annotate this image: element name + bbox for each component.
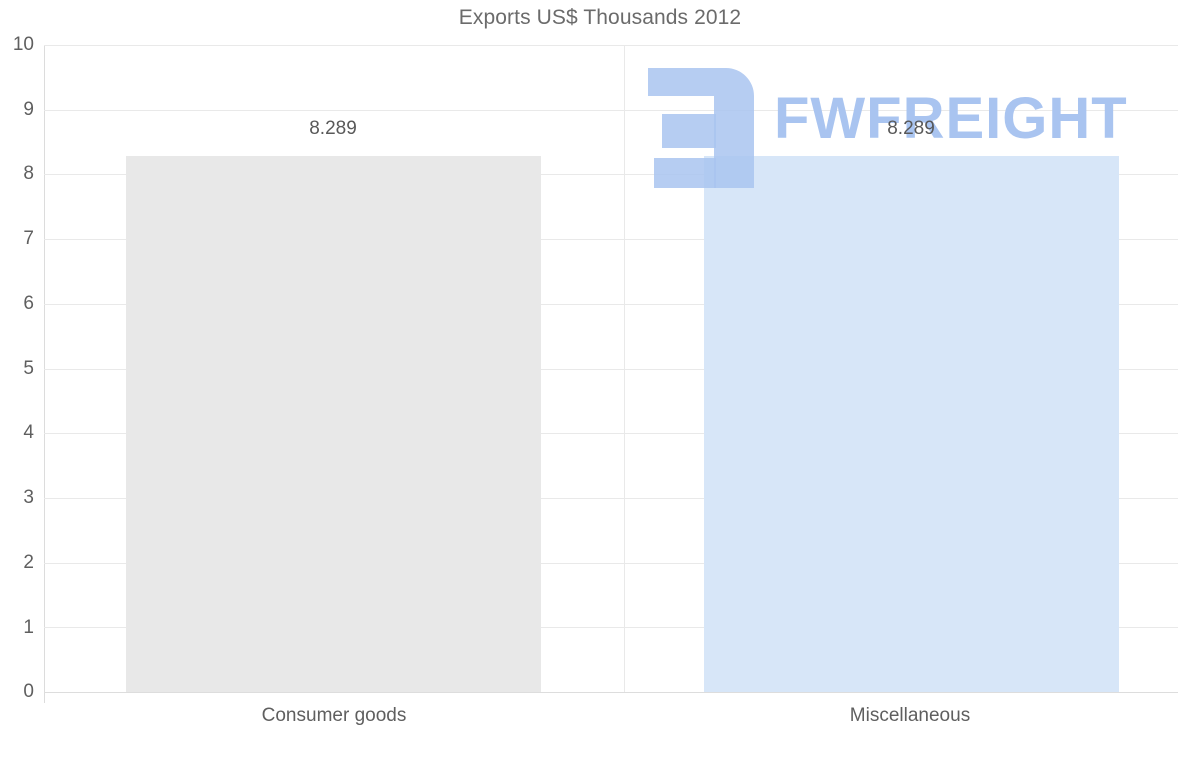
y-tick-label: 2 xyxy=(23,552,34,573)
y-tick-label: 10 xyxy=(12,34,34,55)
x-tick-label-consumer-goods: Consumer goods xyxy=(261,705,407,726)
y-axis-line xyxy=(44,45,45,703)
gridline-horizontal xyxy=(44,433,1178,434)
bar-miscellaneous[interactable] xyxy=(704,156,1119,692)
y-tick-label: 4 xyxy=(23,422,34,443)
y-tick-label: 1 xyxy=(23,617,34,638)
gridline-horizontal xyxy=(44,174,1178,175)
y-tick-label: 9 xyxy=(23,99,34,120)
gridline-horizontal xyxy=(44,110,1178,111)
gridline-horizontal xyxy=(44,45,1178,46)
chart-title: Exports US$ Thousands 2012 xyxy=(458,6,742,29)
y-tick-label: 5 xyxy=(23,358,34,379)
bar-value-label-consumer-goods: 8.289 xyxy=(309,118,357,139)
y-tick-label: 8 xyxy=(23,163,34,184)
gridline-horizontal xyxy=(44,304,1178,305)
y-tick-label: 7 xyxy=(23,228,34,249)
y-tick-label: 6 xyxy=(23,293,34,314)
gridline-horizontal xyxy=(44,498,1178,499)
plot-area xyxy=(44,45,1178,693)
y-tick-label: 3 xyxy=(23,487,34,508)
axis-baseline xyxy=(44,692,1178,693)
bar-value-label-miscellaneous: 8.289 xyxy=(887,118,935,139)
y-tick-label: 0 xyxy=(23,681,34,702)
gridline-horizontal xyxy=(44,563,1178,564)
bar-consumer-goods[interactable] xyxy=(126,156,541,692)
gridline-vertical xyxy=(624,45,625,692)
x-tick-label-miscellaneous: Miscellaneous xyxy=(849,705,971,726)
gridline-horizontal xyxy=(44,369,1178,370)
gridline-horizontal xyxy=(44,239,1178,240)
gridline-horizontal xyxy=(44,627,1178,628)
